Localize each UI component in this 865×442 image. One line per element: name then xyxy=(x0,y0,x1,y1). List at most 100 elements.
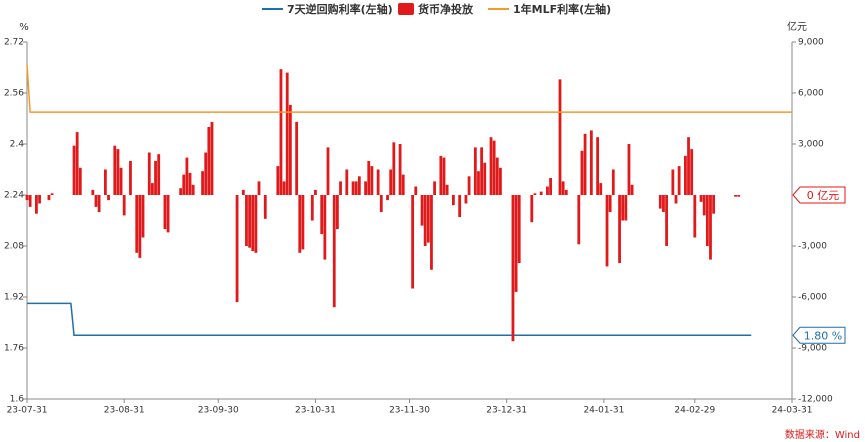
x-tick-label: 23-11-30 xyxy=(389,406,430,416)
bar xyxy=(113,145,117,195)
bar xyxy=(517,195,521,263)
bar xyxy=(285,72,289,195)
source: 数据来源：Wind xyxy=(785,428,860,441)
bar xyxy=(78,167,82,195)
bar xyxy=(351,181,355,195)
bar xyxy=(235,195,239,303)
bar xyxy=(702,195,706,216)
line xyxy=(26,64,792,113)
bar xyxy=(561,181,565,195)
bar xyxy=(709,195,712,260)
callout-label: 0 亿元 xyxy=(807,189,840,202)
bar xyxy=(364,181,368,195)
bar xyxy=(577,195,581,245)
bar xyxy=(514,195,518,292)
bar xyxy=(464,195,468,204)
bar xyxy=(495,157,499,195)
y2-axis-label: 亿元 xyxy=(787,20,807,33)
bar xyxy=(411,195,415,289)
bar xyxy=(25,195,29,201)
y2-tick-label: 6,000 xyxy=(798,89,824,99)
x-tick-label: 23-12-31 xyxy=(486,406,527,416)
bar xyxy=(392,142,396,195)
bar xyxy=(658,195,662,209)
bar xyxy=(119,167,123,195)
y-axis-label: % xyxy=(19,22,29,33)
bar xyxy=(580,150,584,195)
bar xyxy=(91,189,95,195)
bar xyxy=(674,195,678,204)
bar xyxy=(157,154,161,195)
bar xyxy=(166,195,170,233)
y-tick-label: 2.24 xyxy=(4,191,24,201)
bar xyxy=(141,195,145,238)
bar xyxy=(499,167,502,195)
bar xyxy=(204,152,208,195)
bar xyxy=(103,169,107,195)
bar xyxy=(210,121,214,195)
bar xyxy=(533,193,537,195)
bar xyxy=(549,178,552,195)
bar xyxy=(116,149,120,195)
y-tick-label: 1.6 xyxy=(10,395,25,405)
bar xyxy=(47,195,51,201)
bar xyxy=(72,145,76,195)
bar xyxy=(354,181,358,195)
line xyxy=(27,302,752,336)
bar xyxy=(254,195,258,253)
bar xyxy=(426,195,430,243)
bar xyxy=(483,162,487,195)
bar xyxy=(734,195,737,197)
bar xyxy=(276,166,280,195)
y-tick-label: 1.76 xyxy=(4,344,24,354)
bar xyxy=(28,195,32,207)
bar xyxy=(389,169,393,195)
bar xyxy=(690,149,694,195)
bar xyxy=(737,195,741,197)
bar xyxy=(345,169,349,195)
bar xyxy=(662,195,665,212)
bar xyxy=(705,195,709,246)
bar xyxy=(599,183,603,195)
x-tick-label: 23-09-30 xyxy=(198,406,239,416)
bar xyxy=(138,195,142,258)
bar xyxy=(583,133,587,195)
bar xyxy=(665,195,668,246)
bar xyxy=(129,161,132,195)
bar xyxy=(558,79,562,195)
bar xyxy=(298,195,302,253)
bar xyxy=(546,186,549,195)
bar xyxy=(621,195,625,221)
bar xyxy=(671,169,675,195)
y-tick-label: 2.4 xyxy=(10,140,25,150)
bar xyxy=(473,147,477,195)
bar xyxy=(75,132,79,195)
bar xyxy=(122,195,126,216)
bar xyxy=(430,195,433,270)
bar xyxy=(451,195,455,206)
bar xyxy=(489,137,493,195)
bar xyxy=(492,140,496,195)
bar xyxy=(248,195,252,248)
bar xyxy=(677,166,681,195)
bar xyxy=(445,184,449,195)
bar xyxy=(320,195,324,235)
y-tick-label: 2.08 xyxy=(4,242,24,252)
bar xyxy=(263,195,267,219)
bar xyxy=(38,195,41,204)
y-tick-label: 2.72 xyxy=(4,38,24,48)
y2-tick-label: 3,000 xyxy=(798,140,824,150)
bar xyxy=(154,161,157,195)
bar xyxy=(207,127,211,195)
bar xyxy=(135,195,139,253)
bar xyxy=(379,195,383,212)
bar xyxy=(684,155,687,195)
y2-tick-label: -3,000 xyxy=(798,242,827,252)
bar xyxy=(467,176,471,195)
bar xyxy=(97,195,101,212)
callout-label: 1.80 % xyxy=(804,329,842,342)
legend-label: 7天逆回购利率(左轴) xyxy=(287,2,393,16)
bar xyxy=(332,195,336,308)
bar xyxy=(50,193,54,195)
